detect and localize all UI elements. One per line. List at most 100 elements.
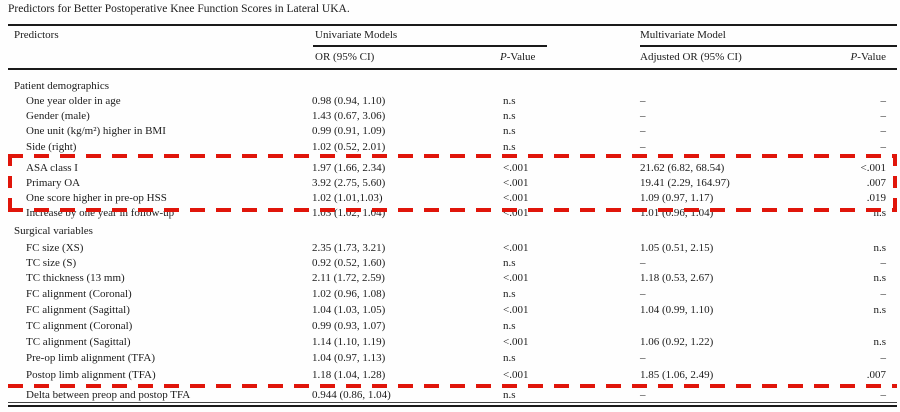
adjusted-or-cell: 1.09 (0.97, 1.17) [640, 192, 714, 204]
column-header-adjusted-or-95ci: Adjusted OR (95% CI) [640, 51, 742, 63]
predictor-cell: Pre-op limb alignment (TFA) [26, 352, 156, 364]
univariate-pvalue-cell: <.001 [503, 304, 529, 316]
univariate-or-cell: 0.99 (0.93, 1.07) [312, 320, 386, 332]
adjusted-or-cell: 1.06 (0.92, 1.22) [640, 336, 714, 348]
multivariate-pvalue-cell: n.s [873, 242, 886, 254]
predictor-cell: Side (right) [26, 141, 77, 153]
univariate-pvalue-cell: n.s [503, 141, 516, 153]
univariate-pvalue-cell: n.s [503, 125, 516, 137]
univariate-pvalue-cell: n.s [503, 110, 516, 122]
univariate-or-cell: 1.02 (0.52, 2.01) [312, 141, 386, 153]
adjusted-or-cell: 21.62 (6.82, 68.54) [640, 162, 725, 174]
univariate-or-cell: 1.02 (0.96, 1.08) [312, 288, 386, 300]
table-row: One unit (kg/m²) higher in BMI 0.99 (0.91… [0, 125, 900, 138]
univariate-or-cell: 0.944 (0.86, 1.04) [312, 389, 391, 401]
predictor-cell: TC thickness (13 mm) [26, 272, 125, 284]
adjusted-or-cell: 1.05 (0.51, 2.15) [640, 242, 714, 254]
multivariate-pvalue-cell: – [880, 288, 887, 300]
univariate-pvalue-cell: <.001 [503, 192, 529, 204]
table-bottom-rule-thick [8, 405, 897, 407]
univariate-pvalue-cell: <.001 [503, 272, 529, 284]
adjusted-or-cell: – [640, 257, 646, 269]
multivariate-pvalue-cell: – [880, 257, 887, 269]
univariate-or-cell: 2.11 (1.72, 2.59) [312, 272, 385, 284]
table-row: ASA class I 1.97 (1.66, 2.34) <.001 21.62 (… [0, 162, 900, 175]
adjusted-or-cell: 1.04 (0.99, 1.10) [640, 304, 714, 316]
multivariate-pvalue-cell: – [880, 389, 887, 401]
univariate-pvalue-cell: n.s [503, 288, 516, 300]
adjusted-or-cell: – [640, 110, 646, 122]
column-header-predictors: Predictors [14, 29, 59, 41]
multivariate-pvalue-cell: .007 [866, 369, 886, 381]
adjusted-or-cell: 1.18 (0.53, 2.67) [640, 272, 714, 284]
multivariate-pvalue-cell: n.s [873, 304, 886, 316]
predictor-cell: ASA class I [26, 162, 78, 174]
highlight-box-bottom-edge [8, 208, 897, 212]
multivariate-pvalue-cell: – [880, 141, 887, 153]
table-row: Pre-op limb alignment (TFA) 1.04 (0.97, 1… [0, 352, 900, 365]
predictor-cell: One score higher in pre-op HSS [26, 192, 167, 204]
table-row: TC size (S) 0.92 (0.52, 1.60) n.s – – [0, 257, 900, 270]
adjusted-or-cell: 1.85 (1.06, 2.49) [640, 369, 714, 381]
adjusted-or-cell: – [640, 95, 646, 107]
univariate-pvalue-cell: n.s [503, 95, 516, 107]
predictor-cell: FC alignment (Coronal) [26, 288, 132, 300]
predictor-cell: One year older in age [26, 95, 121, 107]
column-header-multivariate-pvalue: P-Value [850, 51, 886, 63]
multivariate-pvalue-cell: n.s [873, 272, 886, 284]
highlight-box-left-edge [8, 154, 12, 212]
univariate-pvalue-cell: n.s [503, 320, 516, 332]
univariate-pvalue-cell: <.001 [503, 242, 529, 254]
predictor-cell: Primary OA [26, 177, 81, 189]
univariate-or-cell: 0.99 (0.91, 1.09) [312, 125, 386, 137]
section-header-row: Patient demographics [0, 80, 900, 93]
predictor-cell: Delta between preop and postop TFA [26, 389, 191, 401]
table-caption: Predictors for Better Postoperative Knee… [8, 3, 350, 15]
table-row: One score higher in pre-op HSS 1.02 (1.01… [0, 192, 900, 205]
table-row: TC alignment (Coronal) 0.99 (0.93, 1.07) n… [0, 320, 900, 333]
column-header-or-95ci: OR (95% CI) [315, 51, 375, 63]
column-group-univariate-models: Univariate Models [315, 29, 398, 41]
multivariate-pvalue-cell: .019 [866, 192, 886, 204]
table-row: Gender (male) 1.43 (0.67, 3.06) n.s – – [0, 110, 900, 123]
predictor-cell: Patient demographics [14, 80, 110, 92]
multivariate-pvalue-cell: – [880, 95, 887, 107]
table-row: FC alignment (Sagittal) 1.04 (1.03, 1.05)… [0, 304, 900, 317]
table-row: Primary OA 3.92 (2.75, 5.60) <.001 19.41 (2… [0, 177, 900, 190]
adjusted-or-cell: – [640, 389, 646, 401]
adjusted-or-cell: – [640, 288, 646, 300]
table-row: FC size (XS) 2.35 (1.73, 3.21) <.001 1.05 (… [0, 242, 900, 255]
multivariate-pvalue-cell: – [880, 352, 887, 364]
multivariate-pvalue-cell: n.s [873, 336, 886, 348]
multivariate-pvalue-cell: .007 [866, 177, 886, 189]
predictor-cell: Gender (male) [26, 110, 90, 122]
univariate-pvalue-cell: n.s [503, 257, 516, 269]
univariate-or-cell: 1.02 (1.01,1.03) [312, 192, 383, 204]
univariate-or-cell: 1.97 (1.66, 2.34) [312, 162, 386, 174]
univariate-pvalue-cell: <.001 [503, 162, 529, 174]
univariate-or-cell: 1.04 (0.97, 1.13) [312, 352, 386, 364]
adjusted-or-cell: – [640, 352, 646, 364]
univariate-or-cell: 1.14 (1.10, 1.19) [312, 336, 386, 348]
highlight-box-right-edge [893, 154, 897, 212]
highlight-box-top-edge [8, 154, 897, 158]
univariate-or-cell: 3.92 (2.75, 5.60) [312, 177, 386, 189]
predictor-cell: TC alignment (Sagittal) [26, 336, 131, 348]
column-group-multivariate-model: Multivariate Model [640, 29, 726, 41]
column-header-univariate-pvalue: P-Value [500, 51, 536, 63]
adjusted-or-cell: – [640, 141, 646, 153]
predictor-cell: Surgical variables [14, 225, 93, 237]
predictor-cell: TC size (S) [26, 257, 77, 269]
table-row: TC alignment (Sagittal) 1.14 (1.10, 1.19)… [0, 336, 900, 349]
univariate-or-cell: 1.18 (1.04, 1.28) [312, 369, 386, 381]
univariate-pvalue-cell: n.s [503, 389, 516, 401]
univariate-pvalue-cell: n.s [503, 352, 516, 364]
multivariate-pvalue-cell: – [880, 110, 887, 122]
predictor-cell: One unit (kg/m²) higher in BMI [26, 125, 166, 137]
univariate-or-cell: 1.04 (1.03, 1.05) [312, 304, 386, 316]
table-row: Postop limb alignment (TFA) 1.18 (1.04, 1… [0, 369, 900, 382]
table-bottom-rule-thin [8, 402, 897, 403]
multivariate-group-rule [640, 45, 897, 47]
predictor-cell: TC alignment (Coronal) [26, 320, 133, 332]
